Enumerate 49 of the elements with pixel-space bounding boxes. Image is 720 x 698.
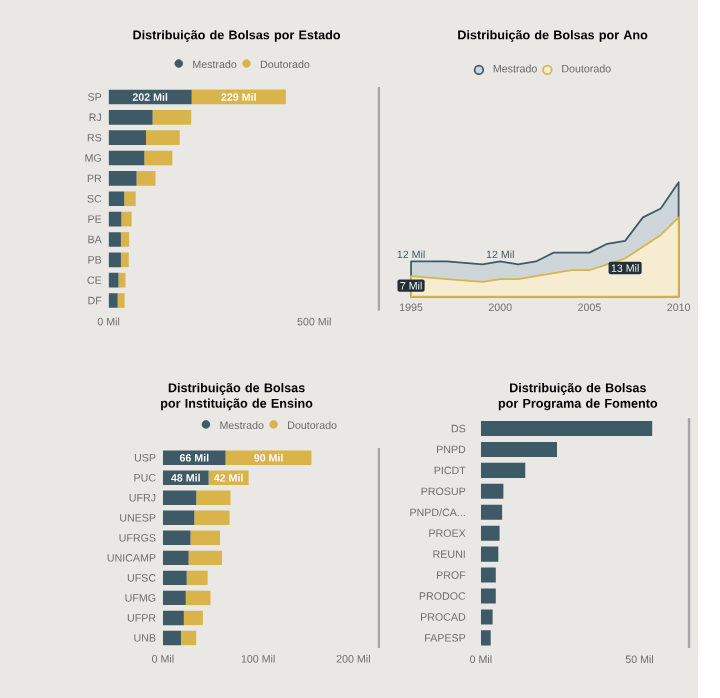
bar: [480, 546, 499, 562]
bar: [186, 570, 208, 586]
bar: [480, 630, 491, 646]
bar: [120, 232, 130, 247]
bar: [190, 530, 221, 546]
bar: [146, 130, 180, 145]
bar: [162, 610, 184, 626]
bar: [108, 150, 145, 166]
bar: [118, 272, 126, 288]
bar: [162, 490, 197, 505]
bar: [117, 293, 125, 308]
bar: [225, 450, 312, 465]
bar: [120, 252, 129, 268]
bar: [136, 171, 156, 186]
bar: [124, 191, 136, 207]
bar: [108, 211, 122, 227]
bar: [152, 109, 192, 125]
bar: [144, 150, 173, 166]
bar: [162, 570, 187, 586]
bar: [162, 510, 195, 525]
bar: [188, 550, 222, 566]
bar: [480, 420, 653, 437]
bar: [480, 504, 503, 520]
bar: [108, 191, 125, 207]
bar: [162, 630, 181, 646]
bar: [162, 530, 191, 546]
bar: [108, 232, 121, 247]
bar: [162, 550, 189, 566]
bar: [185, 590, 211, 606]
bar: [480, 588, 496, 604]
bar: [108, 272, 119, 288]
bar: [108, 130, 147, 145]
bar: [194, 510, 230, 525]
bar: [480, 567, 496, 583]
bar: [162, 590, 186, 606]
bar: [162, 450, 226, 465]
bar: [196, 490, 231, 505]
bar: [480, 483, 504, 499]
bar: [480, 609, 493, 625]
bar: [180, 630, 197, 646]
bar: [121, 211, 132, 227]
bar: [108, 293, 118, 308]
bar: [108, 109, 153, 125]
bar: [108, 252, 121, 268]
bar: [480, 462, 526, 478]
bar: [480, 441, 557, 457]
bar: [480, 525, 500, 541]
bar: [183, 610, 203, 626]
bar: [108, 171, 137, 186]
